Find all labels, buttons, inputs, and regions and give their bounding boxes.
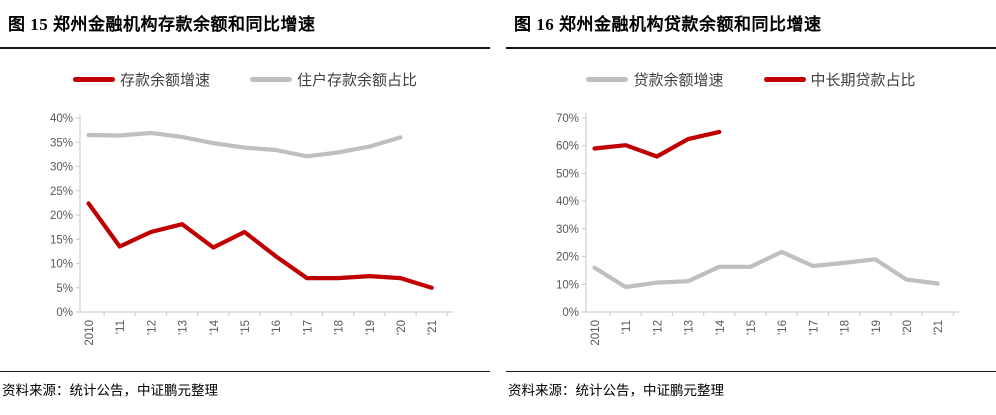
svg-text:0%: 0% [562, 307, 579, 319]
svg-text:15%: 15% [50, 234, 73, 246]
source-note: 资料来源：统计公告，中证鹏元整理 [508, 383, 724, 398]
chart-svg: 0% 5% 10% 15% 20% 25% 30% 35% 40% 2010 '11 '12 '13 '1… [50, 113, 453, 346]
svg-text:30%: 30% [556, 224, 579, 236]
source-divider [506, 371, 996, 372]
svg-text:20%: 20% [50, 210, 73, 222]
svg-text:'13: '13 [684, 320, 696, 335]
svg-text:25%: 25% [50, 186, 73, 198]
legend-item-deposit-growth: 存款余额增速 [72, 69, 210, 90]
legend-label: 中长期贷款占比 [810, 73, 916, 89]
svg-text:'12: '12 [146, 320, 158, 335]
svg-text:0%: 0% [56, 307, 73, 319]
svg-text:'11: '11 [621, 320, 633, 334]
svg-text:'19: '19 [365, 320, 377, 335]
svg-text:50%: 50% [556, 168, 579, 180]
figure-15-legend: 存款余额增速 住户存款余额占比 [0, 49, 490, 103]
svg-text:'18: '18 [334, 320, 346, 335]
legend-item-household-deposit-share: 住户存款余额占比 [250, 69, 417, 90]
title-divider [506, 47, 996, 49]
figure-15-title: 图 15 郑州金融机构存款余额和同比增速 [8, 15, 316, 34]
svg-text:60%: 60% [556, 141, 579, 153]
legend-label: 存款余额增速 [119, 73, 210, 89]
svg-text:10%: 10% [50, 259, 73, 271]
svg-text:'14: '14 [209, 319, 221, 335]
svg-text:'15: '15 [240, 320, 252, 335]
panel-figure-16: 图 16 郑州金融机构贷款余额和同比增速 贷款余额增速 中长期贷款占比 0% 10… [506, 0, 996, 415]
svg-text:'11: '11 [115, 320, 127, 334]
source-divider [0, 371, 490, 372]
svg-text:'16: '16 [271, 320, 283, 335]
svg-text:'21: '21 [427, 320, 439, 335]
svg-text:'12: '12 [652, 320, 664, 335]
svg-text:2010: 2010 [84, 320, 96, 346]
svg-text:40%: 40% [50, 113, 73, 125]
legend-item-loan-growth: 贷款余额增速 [586, 69, 724, 90]
panel-figure-15: 图 15 郑州金融机构存款余额和同比增速 存款余额增速 住户存款余额占比 0% 5… [0, 0, 490, 415]
svg-text:'21: '21 [933, 320, 945, 335]
svg-text:20%: 20% [556, 252, 579, 264]
svg-text:'15: '15 [746, 320, 758, 335]
svg-text:'18: '18 [840, 320, 852, 335]
svg-text:40%: 40% [556, 196, 579, 208]
legend-label: 住户存款余额占比 [297, 73, 418, 89]
svg-text:5%: 5% [56, 283, 73, 295]
source-note: 资料来源：统计公告，中证鹏元整理 [2, 383, 218, 398]
red-line-swatch [72, 77, 115, 82]
svg-text:'16: '16 [777, 320, 789, 335]
legend-item-medium-long-term-loan-share: 中长期贷款占比 [763, 69, 916, 90]
red-line-swatch [763, 77, 806, 82]
svg-text:2010: 2010 [590, 320, 602, 346]
chart-svg: 0% 10% 20% 30% 40% 50% 60% 70% 2010 '11 '12 '13 '14 '… [556, 113, 959, 346]
svg-text:70%: 70% [556, 113, 579, 125]
gray-line-swatch [586, 77, 629, 82]
svg-text:'19: '19 [871, 320, 883, 335]
deposit-line-chart: 0% 5% 10% 15% 20% 25% 30% 35% 40% 2010 '11 '12 '13 '1… [0, 103, 490, 371]
gray-line-swatch [250, 77, 292, 82]
legend-label: 贷款余额增速 [633, 73, 724, 89]
svg-text:'14: '14 [715, 319, 727, 335]
figure-16-title: 图 16 郑州金融机构贷款余额和同比增速 [514, 15, 822, 34]
svg-text:'17: '17 [808, 320, 820, 335]
svg-text:35%: 35% [50, 137, 73, 149]
svg-text:'20: '20 [396, 320, 408, 335]
svg-text:'20: '20 [902, 320, 914, 335]
figure-16-legend: 贷款余额增速 中长期贷款占比 [506, 49, 996, 103]
svg-text:'13: '13 [178, 320, 190, 335]
svg-text:'17: '17 [302, 320, 314, 335]
loan-line-chart: 0% 10% 20% 30% 40% 50% 60% 70% 2010 '11 '12 '13 '14 '… [506, 103, 996, 371]
svg-text:10%: 10% [556, 279, 579, 291]
svg-text:30%: 30% [50, 162, 73, 174]
title-divider [0, 47, 490, 49]
